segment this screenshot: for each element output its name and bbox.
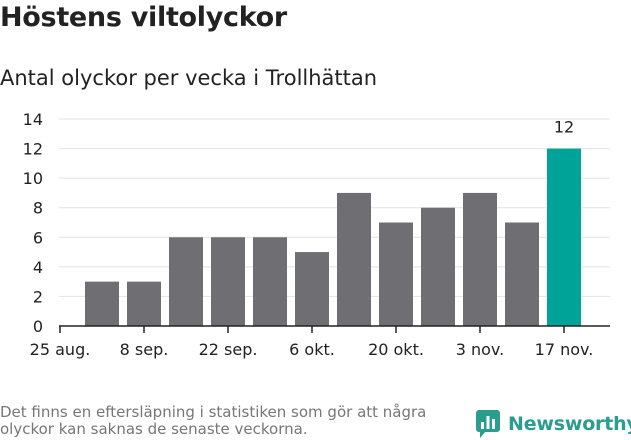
bar bbox=[421, 207, 455, 326]
x-tick-label: 8 sep. bbox=[120, 340, 169, 359]
x-tick-label: 20 okt. bbox=[368, 340, 424, 359]
bar bbox=[337, 192, 371, 326]
y-tick-label: 2 bbox=[33, 287, 43, 306]
brand-name: Newsworthy bbox=[508, 413, 631, 435]
bar bbox=[85, 281, 119, 326]
y-tick-label: 0 bbox=[33, 317, 43, 336]
bar bbox=[253, 237, 287, 326]
bar bbox=[169, 237, 203, 326]
bar bbox=[211, 237, 245, 326]
bar bbox=[127, 281, 161, 326]
x-tick-label: 17 nov. bbox=[535, 340, 594, 359]
bar-chart-bubble-icon bbox=[476, 410, 500, 438]
chart-title: Höstens viltolyckor bbox=[0, 2, 287, 33]
footnote: Det finns en eftersläpning i statistiken… bbox=[0, 403, 427, 438]
brand-logo[interactable]: Newsworthy bbox=[476, 408, 631, 440]
y-tick-label: 14 bbox=[23, 110, 43, 129]
x-tick-label: 3 nov. bbox=[456, 340, 505, 359]
bar-highlight bbox=[547, 148, 581, 326]
y-tick-label: 12 bbox=[23, 140, 43, 159]
x-tick-label: 22 sep. bbox=[199, 340, 258, 359]
x-tick-label: 6 okt. bbox=[289, 340, 335, 359]
bar bbox=[505, 222, 539, 326]
bar bbox=[463, 192, 497, 326]
bar bbox=[379, 222, 413, 326]
bar-chart: 0 2 4 6 8 10 12 14 12 25 aug. 8 sep. 22 sep. 6 okt. 2… bbox=[23, 110, 610, 359]
y-tick-label: 10 bbox=[23, 169, 43, 188]
data-label: 12 bbox=[554, 118, 574, 137]
chart-subtitle: Antal olyckor per vecka i Trollhättan bbox=[0, 66, 378, 90]
y-tick-label: 4 bbox=[33, 258, 43, 277]
x-tick-label: 25 aug. bbox=[30, 340, 91, 359]
y-tick-label: 6 bbox=[33, 228, 43, 247]
y-tick-label: 8 bbox=[33, 199, 43, 218]
bar bbox=[295, 252, 329, 326]
